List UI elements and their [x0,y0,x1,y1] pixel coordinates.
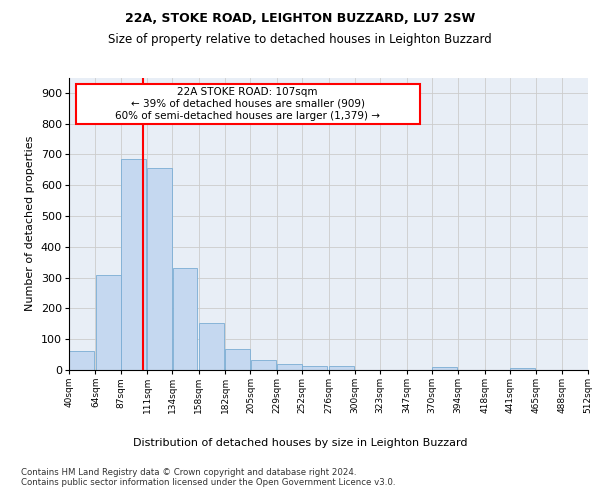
Text: Distribution of detached houses by size in Leighton Buzzard: Distribution of detached houses by size … [133,438,467,448]
Bar [95,274,121,370]
Text: 22A STOKE ROAD: 107sqm: 22A STOKE ROAD: 107sqm [178,87,318,97]
Y-axis label: Number of detached properties: Number of detached properties [25,136,35,312]
Text: ← 39% of detached houses are smaller (909): ← 39% of detached houses are smaller (90… [131,99,365,109]
Bar [510,368,535,370]
Text: Contains HM Land Registry data © Crown copyright and database right 2024.
Contai: Contains HM Land Registry data © Crown c… [21,468,395,487]
Bar [329,366,353,370]
Bar [147,168,172,370]
Bar [432,367,457,370]
Bar [199,323,224,370]
Bar [173,268,197,370]
Bar [226,350,250,370]
Text: 22A, STOKE ROAD, LEIGHTON BUZZARD, LU7 2SW: 22A, STOKE ROAD, LEIGHTON BUZZARD, LU7 2… [125,12,475,26]
Bar [121,159,146,370]
Bar [69,350,94,370]
Text: Size of property relative to detached houses in Leighton Buzzard: Size of property relative to detached ho… [108,32,492,46]
Bar [251,360,275,370]
FancyBboxPatch shape [76,84,420,124]
Bar [277,364,302,370]
Text: 60% of semi-detached houses are larger (1,379) →: 60% of semi-detached houses are larger (… [115,111,380,121]
Bar [302,366,327,370]
